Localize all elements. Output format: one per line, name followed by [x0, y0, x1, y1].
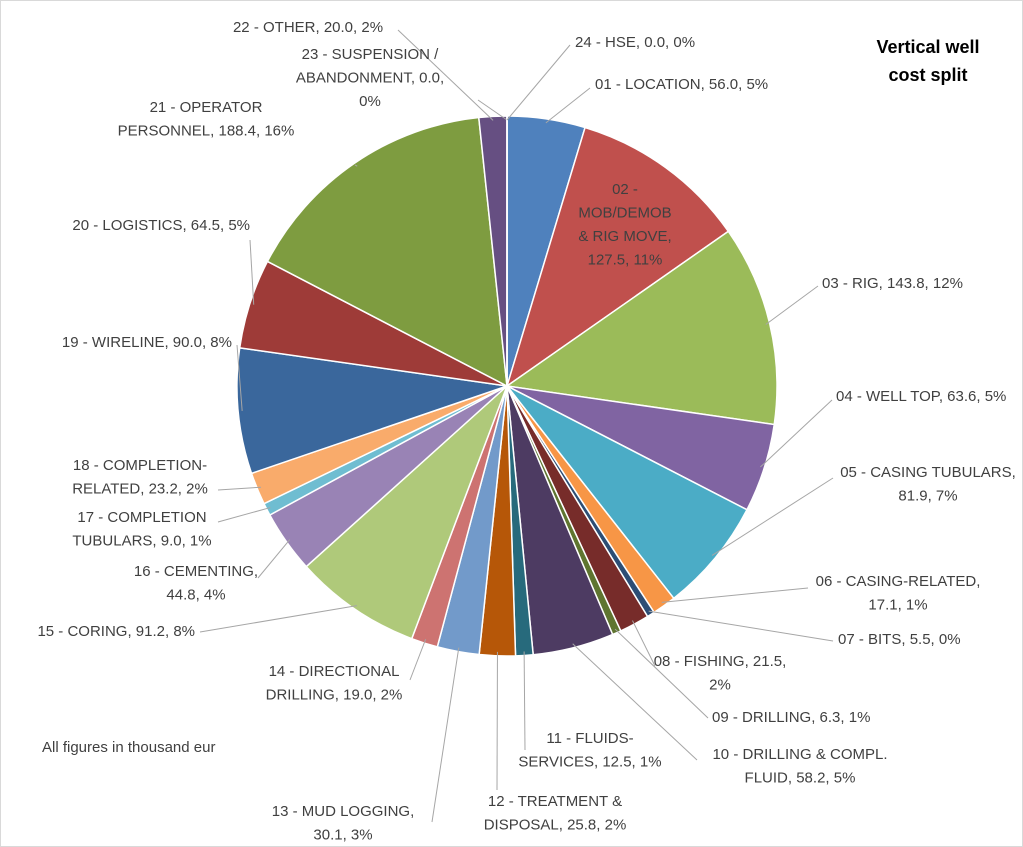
data-label: 07 - BITS, 5.5, 0%	[838, 631, 961, 648]
chart-title: cost split	[888, 65, 967, 85]
data-label: TUBULARS, 9.0, 1%	[72, 532, 211, 549]
leader-line	[217, 486, 262, 491]
data-label: 20 - LOGISTICS, 64.5, 5%	[72, 217, 250, 234]
leader-line	[409, 639, 427, 681]
data-label: 21 - OPERATOR	[150, 99, 263, 116]
data-label: 16 - CEMENTING,	[134, 563, 258, 580]
leader-line	[249, 239, 255, 305]
data-label: FLUID, 58.2, 5%	[745, 769, 856, 786]
data-label: 12 - TREATMENT &	[488, 793, 622, 810]
data-label: SERVICES, 12.5, 1%	[518, 753, 661, 770]
leader-line	[765, 285, 819, 325]
data-label: 09 - DRILLING, 6.3, 1%	[712, 709, 870, 726]
data-label: 08 - FISHING, 21.5,	[654, 653, 787, 670]
data-label: 24 - HSE, 0.0, 0%	[575, 34, 695, 51]
leader-line	[506, 44, 571, 121]
pie-slice	[506, 385, 748, 600]
data-label: 81.9, 7%	[898, 487, 957, 504]
data-label: 44.8, 4%	[166, 586, 225, 603]
data-label: RELATED, 23.2, 2%	[72, 480, 208, 497]
data-label: MOB/DEMOB	[578, 204, 671, 221]
leader-line	[217, 507, 271, 523]
leader-line	[257, 539, 291, 579]
leader-line	[236, 344, 243, 411]
pie-slice	[505, 230, 778, 426]
data-label: 01 - LOCATION, 56.0, 5%	[595, 76, 768, 93]
pie-slice	[236, 347, 508, 475]
data-label: 23 - SUSPENSION /	[302, 46, 440, 63]
data-label: 02 -	[612, 181, 638, 198]
data-label: 30.1, 3%	[313, 826, 372, 843]
leader-line	[199, 605, 358, 633]
leader-line	[354, 164, 358, 167]
pie-slice	[505, 126, 730, 388]
leader-line	[431, 647, 460, 823]
leader-line	[661, 587, 809, 603]
data-label: ABANDONMENT, 0.0,	[296, 69, 444, 86]
pie-slice	[305, 385, 508, 640]
note: All figures in thousand eur	[42, 739, 215, 756]
data-label: DISPOSAL, 25.8, 2%	[484, 816, 627, 833]
chart-title: Vertical well	[876, 37, 979, 57]
leader-line	[614, 628, 709, 719]
data-label: 03 - RIG, 143.8, 12%	[822, 275, 963, 292]
data-label: 06 - CASING-RELATED,	[816, 573, 981, 590]
data-label: 17 - COMPLETION	[77, 509, 206, 526]
data-label: & RIG MOVE,	[578, 228, 671, 245]
data-label: 15 - CORING, 91.2, 8%	[37, 623, 195, 640]
pie-slice	[266, 116, 508, 388]
data-label: DRILLING, 19.0, 2%	[266, 686, 403, 703]
leader-line	[760, 399, 833, 468]
data-label: 04 - WELL TOP, 63.6, 5%	[836, 388, 1006, 405]
data-label: PERSONNEL, 188.4, 16%	[118, 122, 295, 139]
leader-line	[397, 29, 494, 121]
data-label: 127.5, 11%	[588, 251, 663, 268]
data-label: 22 - OTHER, 20.0, 2%	[233, 19, 383, 36]
data-label: 19 - WIRELINE, 90.0, 8%	[62, 334, 232, 351]
leader-line	[648, 610, 834, 642]
leader-line	[477, 99, 508, 121]
data-label: 2%	[709, 676, 731, 693]
data-label: 10 - DRILLING & COMPL.	[712, 746, 887, 763]
data-label: 11 - FLUIDS-	[546, 730, 633, 747]
data-label: 0%	[359, 93, 381, 110]
leader-line	[545, 87, 591, 124]
data-label: 18 - COMPLETION-	[73, 457, 207, 474]
leader-line	[523, 651, 526, 751]
data-label: 17.1, 1%	[868, 596, 927, 613]
data-label: 14 - DIRECTIONAL	[269, 663, 400, 680]
leader-line	[572, 643, 698, 761]
data-label: 05 - CASING TUBULARS,	[840, 464, 1016, 481]
data-label: 13 - MUD LOGGING,	[272, 803, 415, 820]
leader-line	[632, 620, 656, 667]
leader-line	[711, 477, 834, 556]
